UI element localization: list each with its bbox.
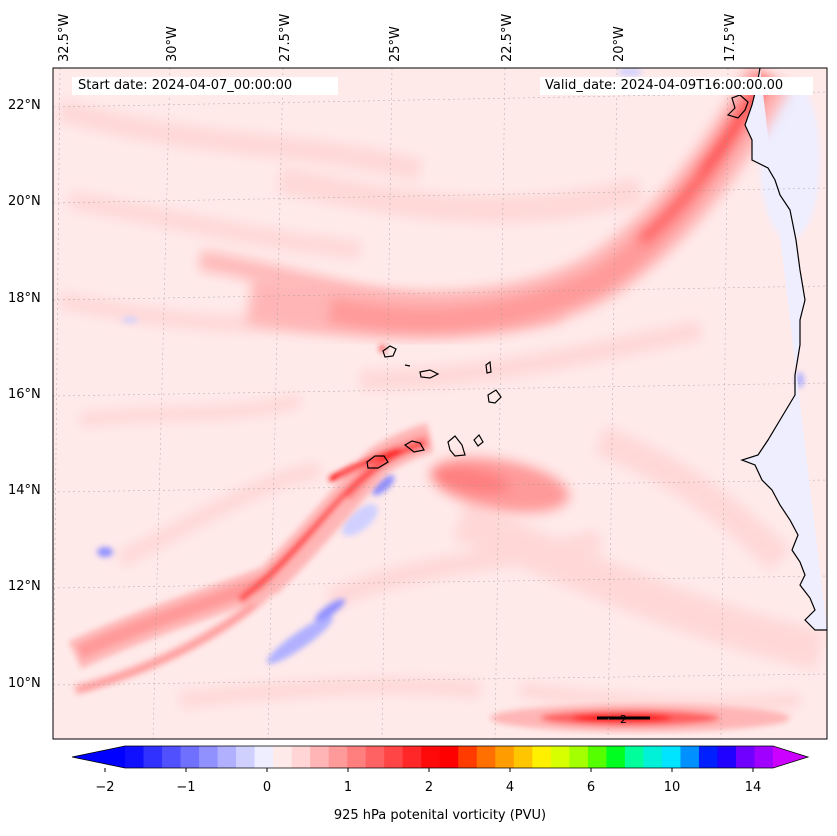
colorbar-swatch [384, 746, 404, 768]
pv-field: 2 [53, 68, 827, 739]
lat-label: 16°N [8, 387, 41, 402]
lon-label: 30°W [165, 26, 180, 62]
map-frame [52, 67, 828, 740]
colorbar-swatch [273, 746, 293, 768]
colorbar-swatch [439, 746, 459, 768]
colorbar-swatch [310, 746, 330, 768]
colorbar-tick-label: 4 [505, 780, 515, 795]
colorbar-swatch [217, 746, 237, 768]
colorbar-swatch [125, 746, 145, 768]
colorbar-swatch [291, 746, 311, 768]
lon-label: 17.5°W [723, 13, 738, 62]
colorbar-swatch [643, 746, 663, 768]
colorbar-swatch [143, 746, 163, 768]
colorbar-swatch [421, 746, 441, 768]
colorbar-under-arrow [72, 746, 125, 768]
colorbar-swatch [328, 746, 348, 768]
colorbar-swatch [754, 746, 774, 768]
colorbar-swatch [495, 746, 515, 768]
colorbar-swatch [550, 746, 570, 768]
colorbar-over-arrow [773, 746, 808, 768]
colorbar-swatch [513, 746, 533, 768]
colorbar-outline [71, 745, 810, 769]
colorbar-tick-label: 1 [343, 780, 353, 795]
colorbar-swatch [236, 746, 256, 768]
cape-verde-islands [366, 94, 749, 469]
lat-label: 18°N [8, 291, 41, 306]
colorbar-swatch [180, 746, 200, 768]
colorbar-swatch [587, 746, 607, 768]
colorbar-swatch [698, 746, 718, 768]
colorbar-swatch [199, 746, 219, 768]
colorbar-swatch [458, 746, 478, 768]
colorbar-swatch [624, 746, 644, 768]
lat-label: 14°N [8, 483, 41, 498]
colorbar-swatch [661, 746, 681, 768]
lon-label: 20°W [612, 26, 627, 62]
colorbar-swatch [532, 746, 552, 768]
colorbar-swatch [680, 746, 700, 768]
colorbar-tick-label: −1 [176, 780, 196, 795]
valid-date-label: Valid_date: 2024-04-09T16:00:00.00 [540, 77, 813, 95]
colorbar-swatch [402, 746, 422, 768]
colorbar [71, 745, 810, 772]
colorbar-swatch [254, 746, 274, 768]
lat-label: 20°N [8, 194, 41, 209]
colorbar-swatch [569, 746, 589, 768]
pv-contour-label: 2 [620, 713, 627, 726]
lat-label: 10°N [8, 676, 41, 691]
lon-label: 25°W [388, 26, 403, 62]
lon-label: 22.5°W [500, 13, 515, 62]
colorbar-swatch [347, 746, 367, 768]
lon-label: 32.5°W [57, 13, 72, 62]
colorbar-title: 925 hPa potenital vorticity (PVU) [333, 808, 547, 823]
africa-coastline [740, 68, 827, 631]
colorbar-tick-label: 10 [663, 780, 681, 795]
lat-label: 22°N [8, 98, 41, 113]
colorbar-swatch [606, 746, 626, 768]
colorbar-tick-label: 2 [424, 780, 434, 795]
colorbar-swatch [162, 746, 182, 768]
start-date-label: Start date: 2024-04-07_00:00:00 [72, 77, 338, 95]
colorbar-tick-label: 14 [744, 780, 762, 795]
colorbar-swatch [365, 746, 385, 768]
colorbar-swatch [476, 746, 496, 768]
colorbar-tick-label: −2 [95, 780, 115, 795]
lon-label: 27.5°W [278, 13, 293, 62]
lat-label: 12°N [8, 579, 41, 594]
colorbar-tick-label: 6 [586, 780, 596, 795]
colorbar-swatch [717, 746, 737, 768]
colorbar-tick-label: 0 [262, 780, 272, 795]
colorbar-swatch [735, 746, 755, 768]
